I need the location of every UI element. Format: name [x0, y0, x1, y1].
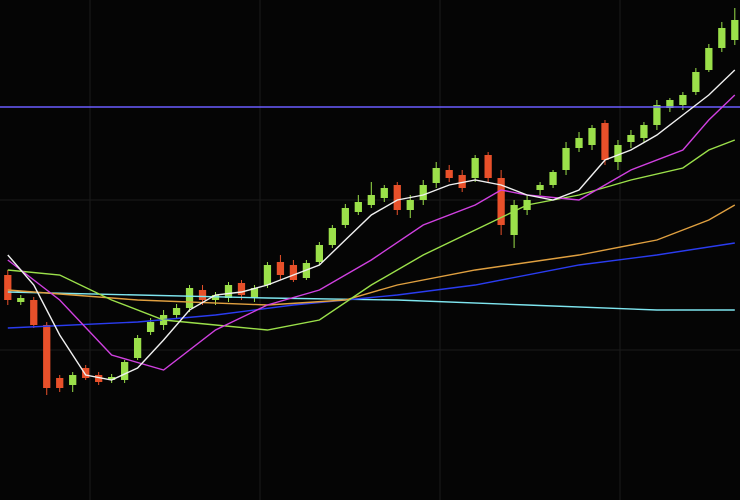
candle-body — [393, 185, 401, 210]
candle-body — [588, 128, 596, 145]
candle-body — [419, 185, 427, 200]
candle-body — [380, 188, 388, 198]
candle-body — [679, 95, 687, 105]
candle-body — [640, 125, 648, 138]
candle-body — [471, 158, 479, 178]
candle-body — [120, 362, 129, 380]
candle-body — [82, 368, 90, 378]
candle-body — [536, 185, 544, 190]
candle-body — [458, 175, 466, 188]
candle-body — [237, 283, 246, 295]
candle-body — [432, 168, 440, 183]
candle-body — [601, 123, 609, 160]
candle-body — [30, 300, 38, 325]
candle-body — [69, 375, 77, 385]
candle-body — [731, 20, 739, 40]
candle-body — [263, 265, 272, 285]
candle-body — [95, 375, 103, 382]
moving-average-line — [7, 69, 736, 381]
candle-body — [146, 322, 155, 332]
candle-body — [108, 377, 116, 380]
candle-body — [549, 172, 557, 185]
candle-body — [56, 378, 64, 388]
candle-body — [250, 288, 259, 298]
candle-body — [562, 148, 570, 170]
candle-body — [653, 105, 661, 125]
candle-body — [367, 195, 375, 205]
candle-body — [666, 100, 674, 108]
candle-body — [484, 155, 492, 178]
moving-average-line — [7, 94, 736, 371]
candle-body — [17, 298, 25, 302]
candle-body — [43, 325, 51, 388]
candle-body — [692, 72, 700, 92]
candle-body — [133, 338, 142, 358]
candle-body — [445, 170, 453, 178]
candle-body — [224, 285, 233, 298]
candle-body — [4, 275, 12, 300]
candle-body — [315, 245, 324, 262]
moving-average-line — [7, 291, 735, 311]
candle-body — [198, 290, 207, 300]
candle-body — [289, 265, 298, 280]
candle-body — [341, 208, 349, 225]
candle-body — [614, 145, 622, 162]
candle-body — [276, 262, 285, 275]
candle-body — [575, 138, 583, 148]
candle-body — [406, 200, 414, 210]
candle-body — [497, 178, 505, 225]
candle-body — [354, 202, 362, 212]
candle-body — [705, 48, 713, 70]
moving-average-line — [7, 242, 735, 329]
candle-body — [185, 288, 194, 308]
candle-body — [718, 28, 726, 48]
candle-body — [627, 135, 635, 142]
moving-average-line — [7, 139, 736, 331]
candle-body — [328, 228, 336, 245]
candle-body — [510, 205, 518, 235]
candle-body — [172, 308, 181, 315]
